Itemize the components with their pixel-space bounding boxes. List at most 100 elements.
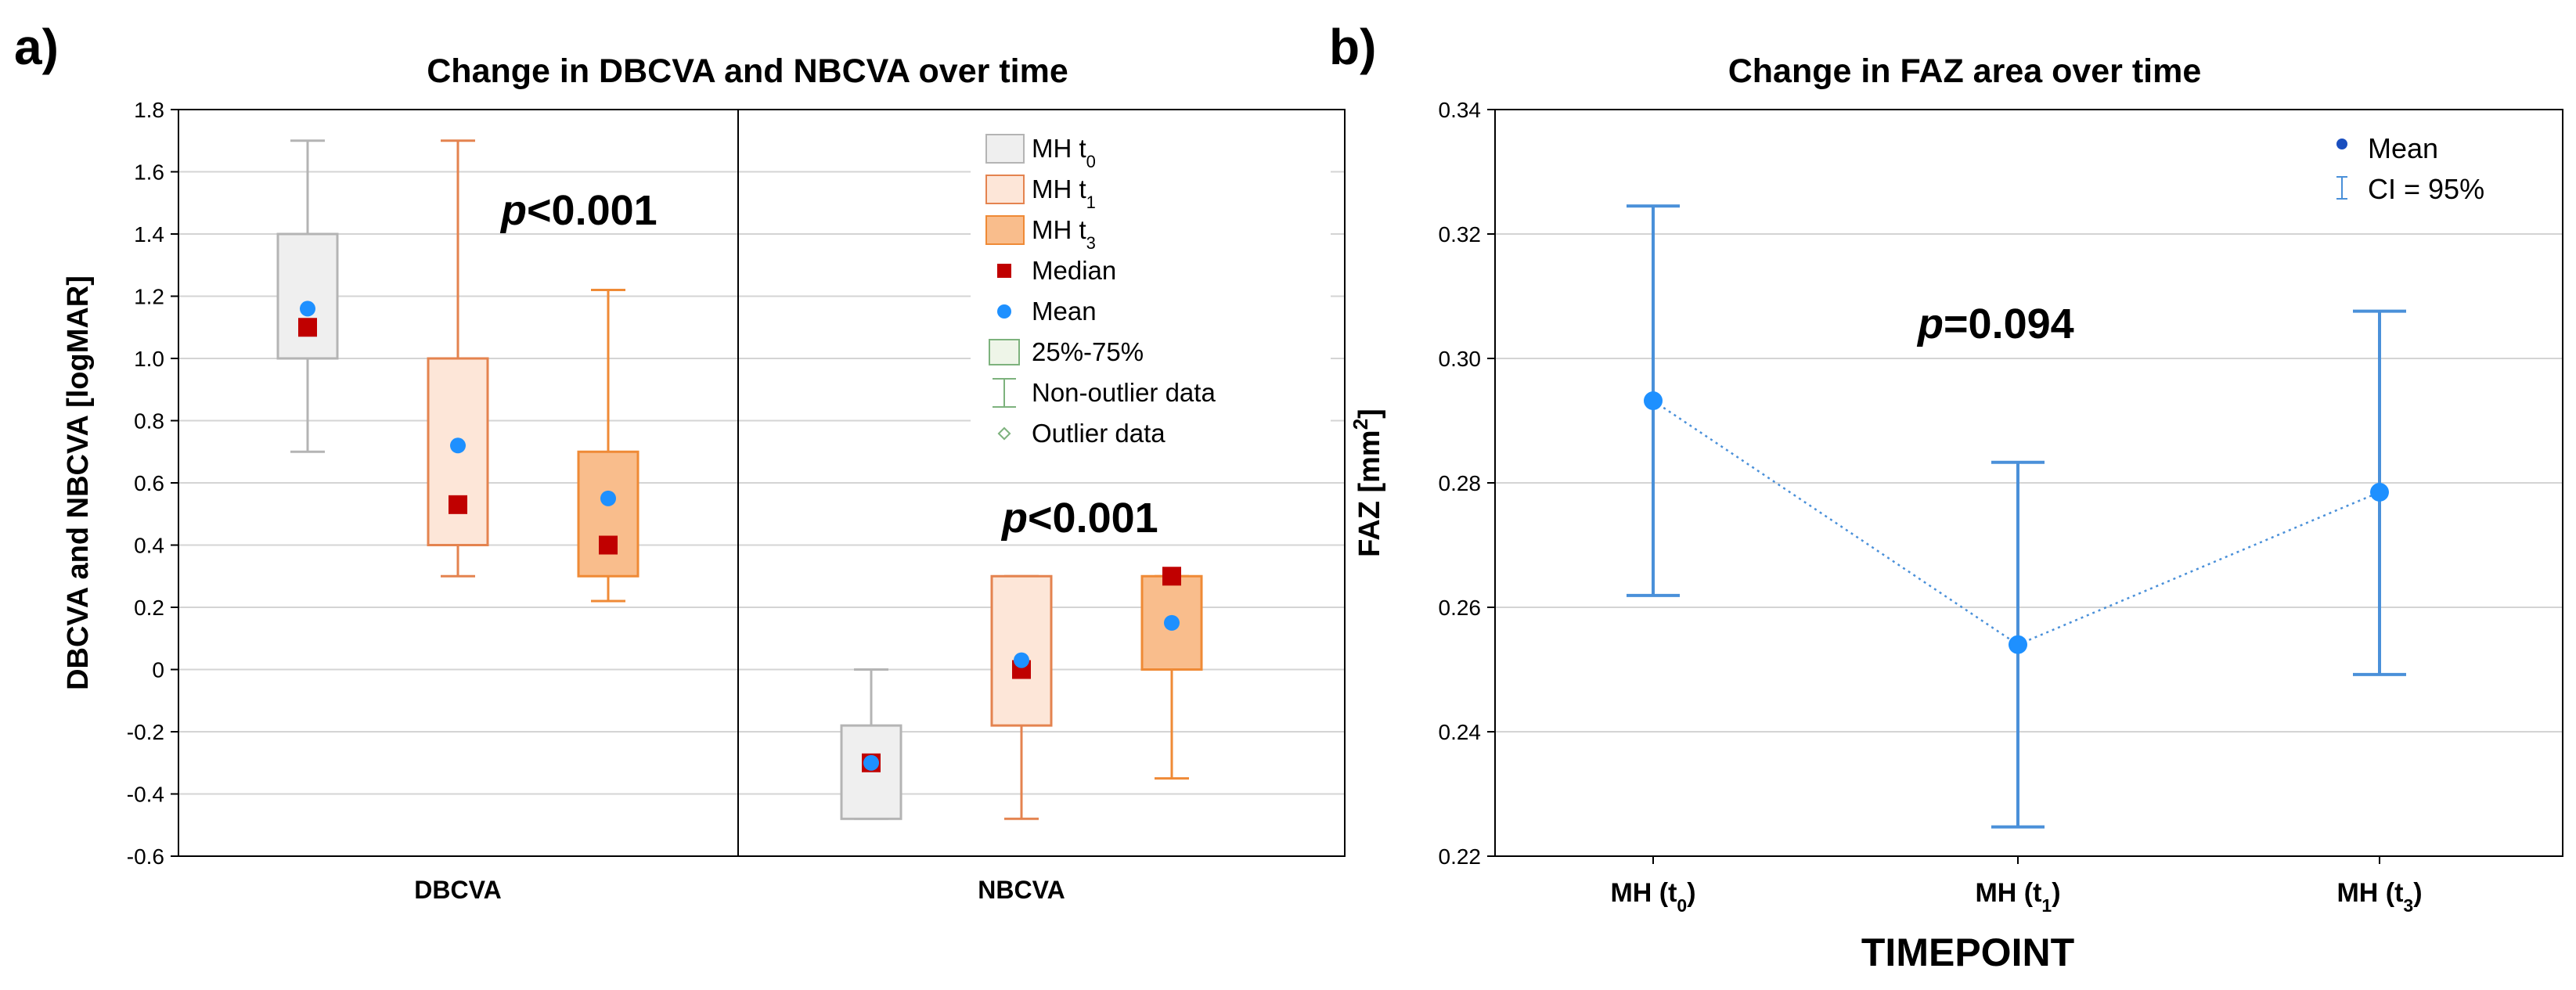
category-label-nbcva: NBCVA (978, 876, 1065, 904)
y-tick-label: -0.6 (127, 844, 164, 869)
iqr-box (990, 574, 1053, 727)
chart-a-y-ticks: -0.6 -0.4 -0.2 0 0.2 0.4 0.6 0.8 1.0 1.2 1.4 1.6 1.8 (127, 98, 178, 869)
mean-point (2370, 482, 2389, 502)
y-tick-label: 1.8 (134, 98, 164, 122)
legend-item-mean: Mean (997, 297, 1097, 326)
mean-marker (863, 754, 879, 771)
y-tick-label: 0.4 (134, 534, 164, 558)
box-t0-dbcva (276, 139, 339, 453)
panel-label-a: a) (14, 19, 59, 75)
mean-point (1644, 391, 1663, 411)
chart-b-frame (1494, 109, 2563, 857)
y-tick-label: 1.6 (134, 160, 164, 185)
median-marker (298, 318, 317, 337)
chart-b-y-ticks: 0.22 0.24 0.26 0.28 0.30 0.32 0.34 (1439, 98, 1495, 869)
y-tick-label: 0 (152, 658, 164, 682)
legend-median-swatch (997, 264, 1011, 278)
legend-item-box: MH t1 (985, 175, 1096, 212)
error-bar-group (1991, 460, 2045, 829)
y-tick-label: 0.34 (1439, 98, 1482, 122)
y-tick-label: 0.32 (1439, 222, 1482, 247)
chart-a-frame (178, 109, 1346, 857)
median-marker (449, 495, 467, 514)
legend-label: Mean (1032, 297, 1097, 326)
legend-item-iqr: 25%-75% (989, 337, 1144, 366)
chart-b-grid (1495, 233, 2563, 733)
mean-marker (1014, 652, 1029, 668)
y-tick-label: 1.2 (134, 285, 164, 309)
y-tick-label: 0.6 (134, 471, 164, 495)
y-tick-label: 0.26 (1439, 596, 1482, 620)
legend-label: CI = 95% (2368, 173, 2484, 205)
y-tick-label: -0.2 (127, 720, 164, 744)
legend-outlier-swatch (997, 427, 1011, 441)
legend-box-swatch (985, 134, 1025, 164)
box-t3-dbcva (577, 289, 639, 603)
y-tick-label: 0.28 (1439, 471, 1482, 495)
chart-a-title: Change in DBCVA and NBCVA over time (427, 52, 1068, 90)
legend-item-box: MH t3 (985, 215, 1096, 253)
p-value-dbcva: p<0.001 (499, 187, 658, 234)
legend-label: Median (1032, 256, 1116, 285)
chart-b-title: Change in FAZ area over time (1728, 52, 2202, 90)
y-tick-label: 0.22 (1439, 844, 1482, 869)
x-tick-label: MH (t1) (1975, 878, 2060, 916)
legend-box-swatch (985, 215, 1025, 245)
box-t3-nbcva (1140, 567, 1203, 780)
legend-label: MH t0 (1032, 134, 1096, 171)
mean-point (2009, 635, 2027, 654)
x-tick-label: MH (t3) (2336, 878, 2422, 916)
chart-a-y-label: DBCVA and NBCVA [logMAR] (62, 275, 95, 690)
box-t1-dbcva (427, 139, 489, 578)
legend-item-whisker: Non-outlier data (993, 378, 1216, 408)
legend-label: MH t1 (1032, 175, 1096, 212)
legend-label: 25%-75% (1032, 337, 1144, 366)
y-tick-label: 0.24 (1439, 720, 1482, 744)
category-label-dbcva: DBCVA (414, 876, 501, 904)
chart-b-x-label: TIMEPOINT (1861, 931, 2074, 974)
legend-box-swatch (985, 175, 1025, 204)
y-tick-label: -0.4 (127, 783, 164, 807)
y-tick-label: 0.2 (134, 596, 164, 620)
legend-b-item-ci: CI = 95% (2336, 173, 2484, 205)
mean-marker (450, 437, 466, 454)
legend-item-box: MH t0 (985, 134, 1096, 171)
chart-a-series (276, 139, 1203, 820)
chart-b-series (1627, 204, 2406, 829)
box-t1-nbcva (990, 574, 1053, 820)
p-value-faz: p=0.094 (1916, 301, 2074, 347)
error-bar-group (1627, 204, 1680, 597)
median-marker (599, 535, 618, 555)
legend-mean-swatch (2336, 139, 2347, 149)
legend-iqr-swatch (989, 339, 1020, 365)
legend-a-background (971, 124, 1331, 468)
y-tick-label: 1.0 (134, 347, 164, 371)
iqr-box (577, 450, 639, 578)
panel-label-b: b) (1329, 19, 1376, 75)
mean-marker (300, 301, 315, 317)
chart-b-category-labels: MH (t0) MH (t1) MH (t3) (1610, 856, 2423, 916)
iqr-box (276, 232, 339, 360)
median-marker (1162, 567, 1181, 586)
legend-b-item-mean: Mean (2336, 132, 2438, 164)
p-value-nbcva: p<0.001 (1000, 495, 1158, 542)
chart-b-y-label: FAZ [mm2] (1349, 409, 1386, 557)
legend-item-median: Median (997, 256, 1116, 285)
y-tick-label: 0.8 (134, 409, 164, 434)
y-tick-label: 0.30 (1439, 347, 1482, 371)
legend-label: MH t3 (1032, 215, 1096, 253)
error-bar-group (2353, 309, 2406, 676)
mean-marker (1164, 614, 1180, 631)
legend-item-outlier: Outlier data (997, 419, 1166, 448)
y-tick-label: 1.4 (134, 222, 164, 247)
box-t0-nbcva (840, 668, 903, 820)
mean-marker (600, 490, 616, 506)
chart-b-legend: Mean CI = 95% (2336, 132, 2484, 205)
legend-label: Mean (2368, 132, 2438, 164)
x-tick-label: MH (t0) (1610, 878, 1695, 916)
legend-mean-swatch (997, 304, 1011, 319)
legend-label: Outlier data (1032, 419, 1166, 448)
